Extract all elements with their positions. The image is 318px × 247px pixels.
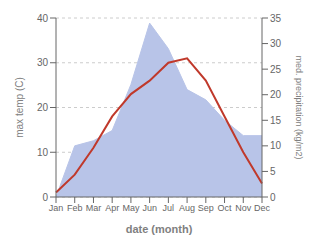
- svg-text:Aug: Aug: [179, 203, 195, 213]
- svg-text:Jun: Jun: [142, 203, 157, 213]
- svg-text:25: 25: [270, 64, 282, 75]
- svg-text:Dec: Dec: [254, 203, 271, 213]
- svg-text:5: 5: [270, 166, 276, 177]
- svg-text:35: 35: [270, 13, 282, 24]
- svg-text:40: 40: [37, 13, 49, 24]
- svg-text:Jul: Jul: [163, 203, 175, 213]
- svg-text:30: 30: [37, 57, 49, 68]
- svg-text:10: 10: [37, 147, 49, 158]
- svg-text:15: 15: [270, 115, 282, 126]
- svg-text:Feb: Feb: [67, 203, 83, 213]
- svg-text:Mar: Mar: [86, 203, 102, 213]
- svg-text:date (month): date (month): [126, 223, 193, 235]
- svg-text:Oct: Oct: [218, 203, 233, 213]
- svg-text:max temp (C): max temp (C): [14, 77, 25, 138]
- svg-text:Jan: Jan: [49, 203, 64, 213]
- svg-text:Apr: Apr: [105, 203, 119, 213]
- svg-text:30: 30: [270, 38, 282, 49]
- svg-text:10: 10: [270, 140, 282, 151]
- svg-text:20: 20: [270, 89, 282, 100]
- svg-text:Nov: Nov: [235, 203, 252, 213]
- svg-text:Sep: Sep: [198, 203, 214, 213]
- svg-text:med. precipitation (kg/m2): med. precipitation (kg/m2): [294, 55, 304, 159]
- svg-text:0: 0: [42, 192, 48, 203]
- svg-text:20: 20: [37, 102, 49, 113]
- svg-text:May: May: [122, 203, 140, 213]
- svg-text:0: 0: [270, 192, 276, 203]
